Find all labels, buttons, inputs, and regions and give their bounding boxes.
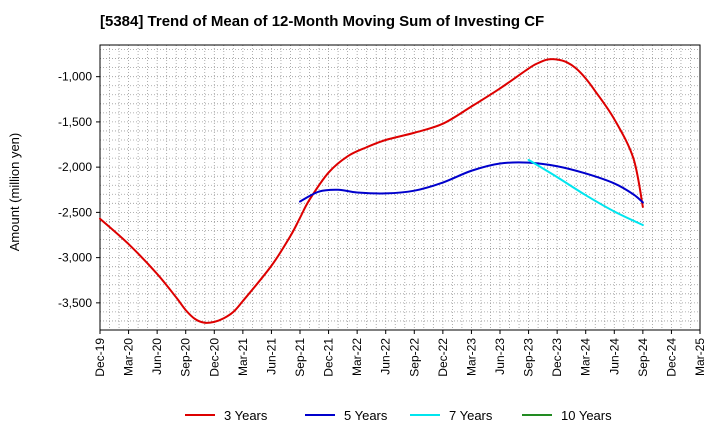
y-tick-label: -3,000 (58, 251, 92, 265)
plot-area (100, 45, 700, 330)
legend: 3 Years 5 Years 7 Years 10 Years (185, 408, 612, 423)
y-tick-label: -3,500 (58, 296, 92, 310)
legend-label-5-years: 5 Years (344, 408, 388, 423)
x-tick-label: Jun-20 (150, 338, 164, 375)
x-tick-label: Mar-23 (464, 338, 478, 376)
x-axis: Dec-19 Mar-20 Jun-20 Sep-20 Dec-20 Mar-21 Jun-… (93, 330, 707, 377)
x-tick-label: Jun-24 (607, 338, 621, 375)
x-tick-label: Mar-24 (579, 338, 593, 376)
y-axis: -1,000 -1,500 -2,000 -2,500 -3,000 -3,500 (58, 70, 100, 310)
x-tick-label: Mar-22 (350, 338, 364, 376)
y-tick-label: -2,000 (58, 160, 92, 174)
x-tick-label: Sep-21 (293, 338, 307, 377)
x-tick-label: Sep-20 (179, 338, 193, 377)
x-tick-label: Mar-20 (122, 338, 136, 376)
y-tick-label: -1,000 (58, 70, 92, 84)
x-tick-label: Mar-21 (236, 338, 250, 376)
y-axis-label: Amount (million yen) (7, 133, 22, 252)
x-tick-label: Dec-20 (207, 338, 221, 377)
x-tick-label: Mar-25 (693, 338, 707, 376)
legend-label-7-years: 7 Years (449, 408, 493, 423)
x-tick-label: Dec-22 (436, 338, 450, 377)
series-layer (99, 58, 644, 324)
x-tick-label: Dec-19 (93, 338, 107, 377)
series-line-7-years (527, 158, 644, 227)
y-tick-label: -2,500 (58, 205, 92, 219)
x-tick-label: Sep-22 (407, 338, 421, 377)
x-tick-label: Sep-24 (636, 338, 650, 377)
plot-frame (99, 44, 701, 331)
x-tick-label: Jun-21 (264, 338, 278, 375)
chart-title: [5384] Trend of Mean of 12-Month Moving … (100, 13, 544, 30)
legend-label-3-years: 3 Years (224, 408, 268, 423)
y-tick-label: -1,500 (58, 115, 92, 129)
grid (100, 45, 700, 330)
legend-label-10-years: 10 Years (561, 408, 612, 423)
x-tick-label: Jun-22 (379, 338, 393, 375)
series-line-3-years (99, 58, 644, 324)
x-tick-label: Dec-21 (322, 338, 336, 377)
x-tick-label: Jun-23 (493, 338, 507, 375)
x-tick-label: Dec-24 (664, 338, 678, 377)
x-tick-label: Sep-23 (522, 338, 536, 377)
x-tick-label: Dec-23 (550, 338, 564, 377)
series-line-5-years (299, 161, 644, 204)
